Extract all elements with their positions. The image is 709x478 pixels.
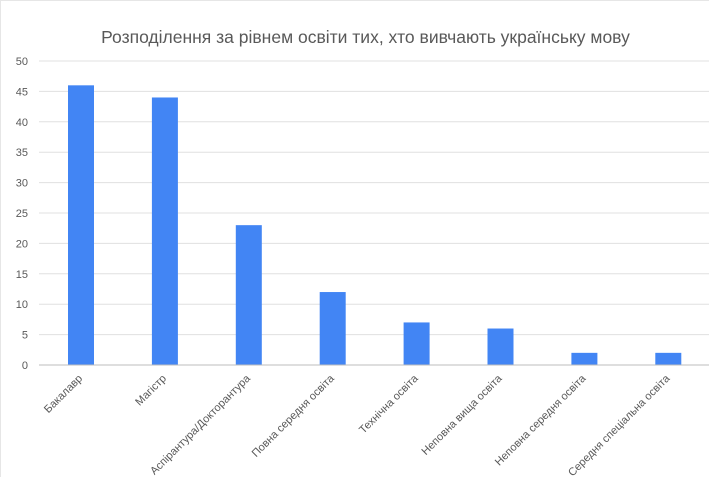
bar (68, 85, 94, 365)
chart-title: Розподілення за рівнем освіти тих, хто в… (101, 27, 630, 47)
y-tick-label: 50 (16, 56, 28, 68)
y-tick-label: 5 (22, 330, 28, 342)
y-tick-label: 25 (16, 208, 28, 220)
y-tick-label: 35 (16, 147, 28, 159)
x-tick-label: Повна середня освіта (250, 372, 338, 460)
bar (235, 225, 262, 365)
bar (571, 352, 598, 365)
x-tick-label: Технічна освіта (357, 372, 421, 436)
y-tick-label: 30 (16, 178, 28, 190)
y-tick-label: 40 (16, 117, 28, 129)
y-tick-label: 10 (16, 299, 28, 311)
bar (487, 328, 514, 365)
x-tick-label: Неповна вища освіта (419, 372, 505, 458)
bar (151, 97, 178, 365)
bar (655, 352, 682, 365)
x-tick-label: Аспірантура/Докторантура (148, 372, 253, 477)
x-tick-label: Середня спеціальна освіта (566, 372, 673, 478)
x-tick-label: Неповна середня освіта (493, 372, 589, 468)
bar (403, 322, 430, 365)
bar (319, 292, 346, 365)
x-tick-label: Бакалавр (42, 373, 85, 416)
x-tick-label: Магістр (133, 373, 169, 409)
y-tick-label: 45 (16, 86, 28, 98)
y-tick-label: 20 (16, 238, 28, 250)
y-tick-label: 15 (16, 269, 28, 281)
y-tick-label: 0 (22, 360, 28, 372)
